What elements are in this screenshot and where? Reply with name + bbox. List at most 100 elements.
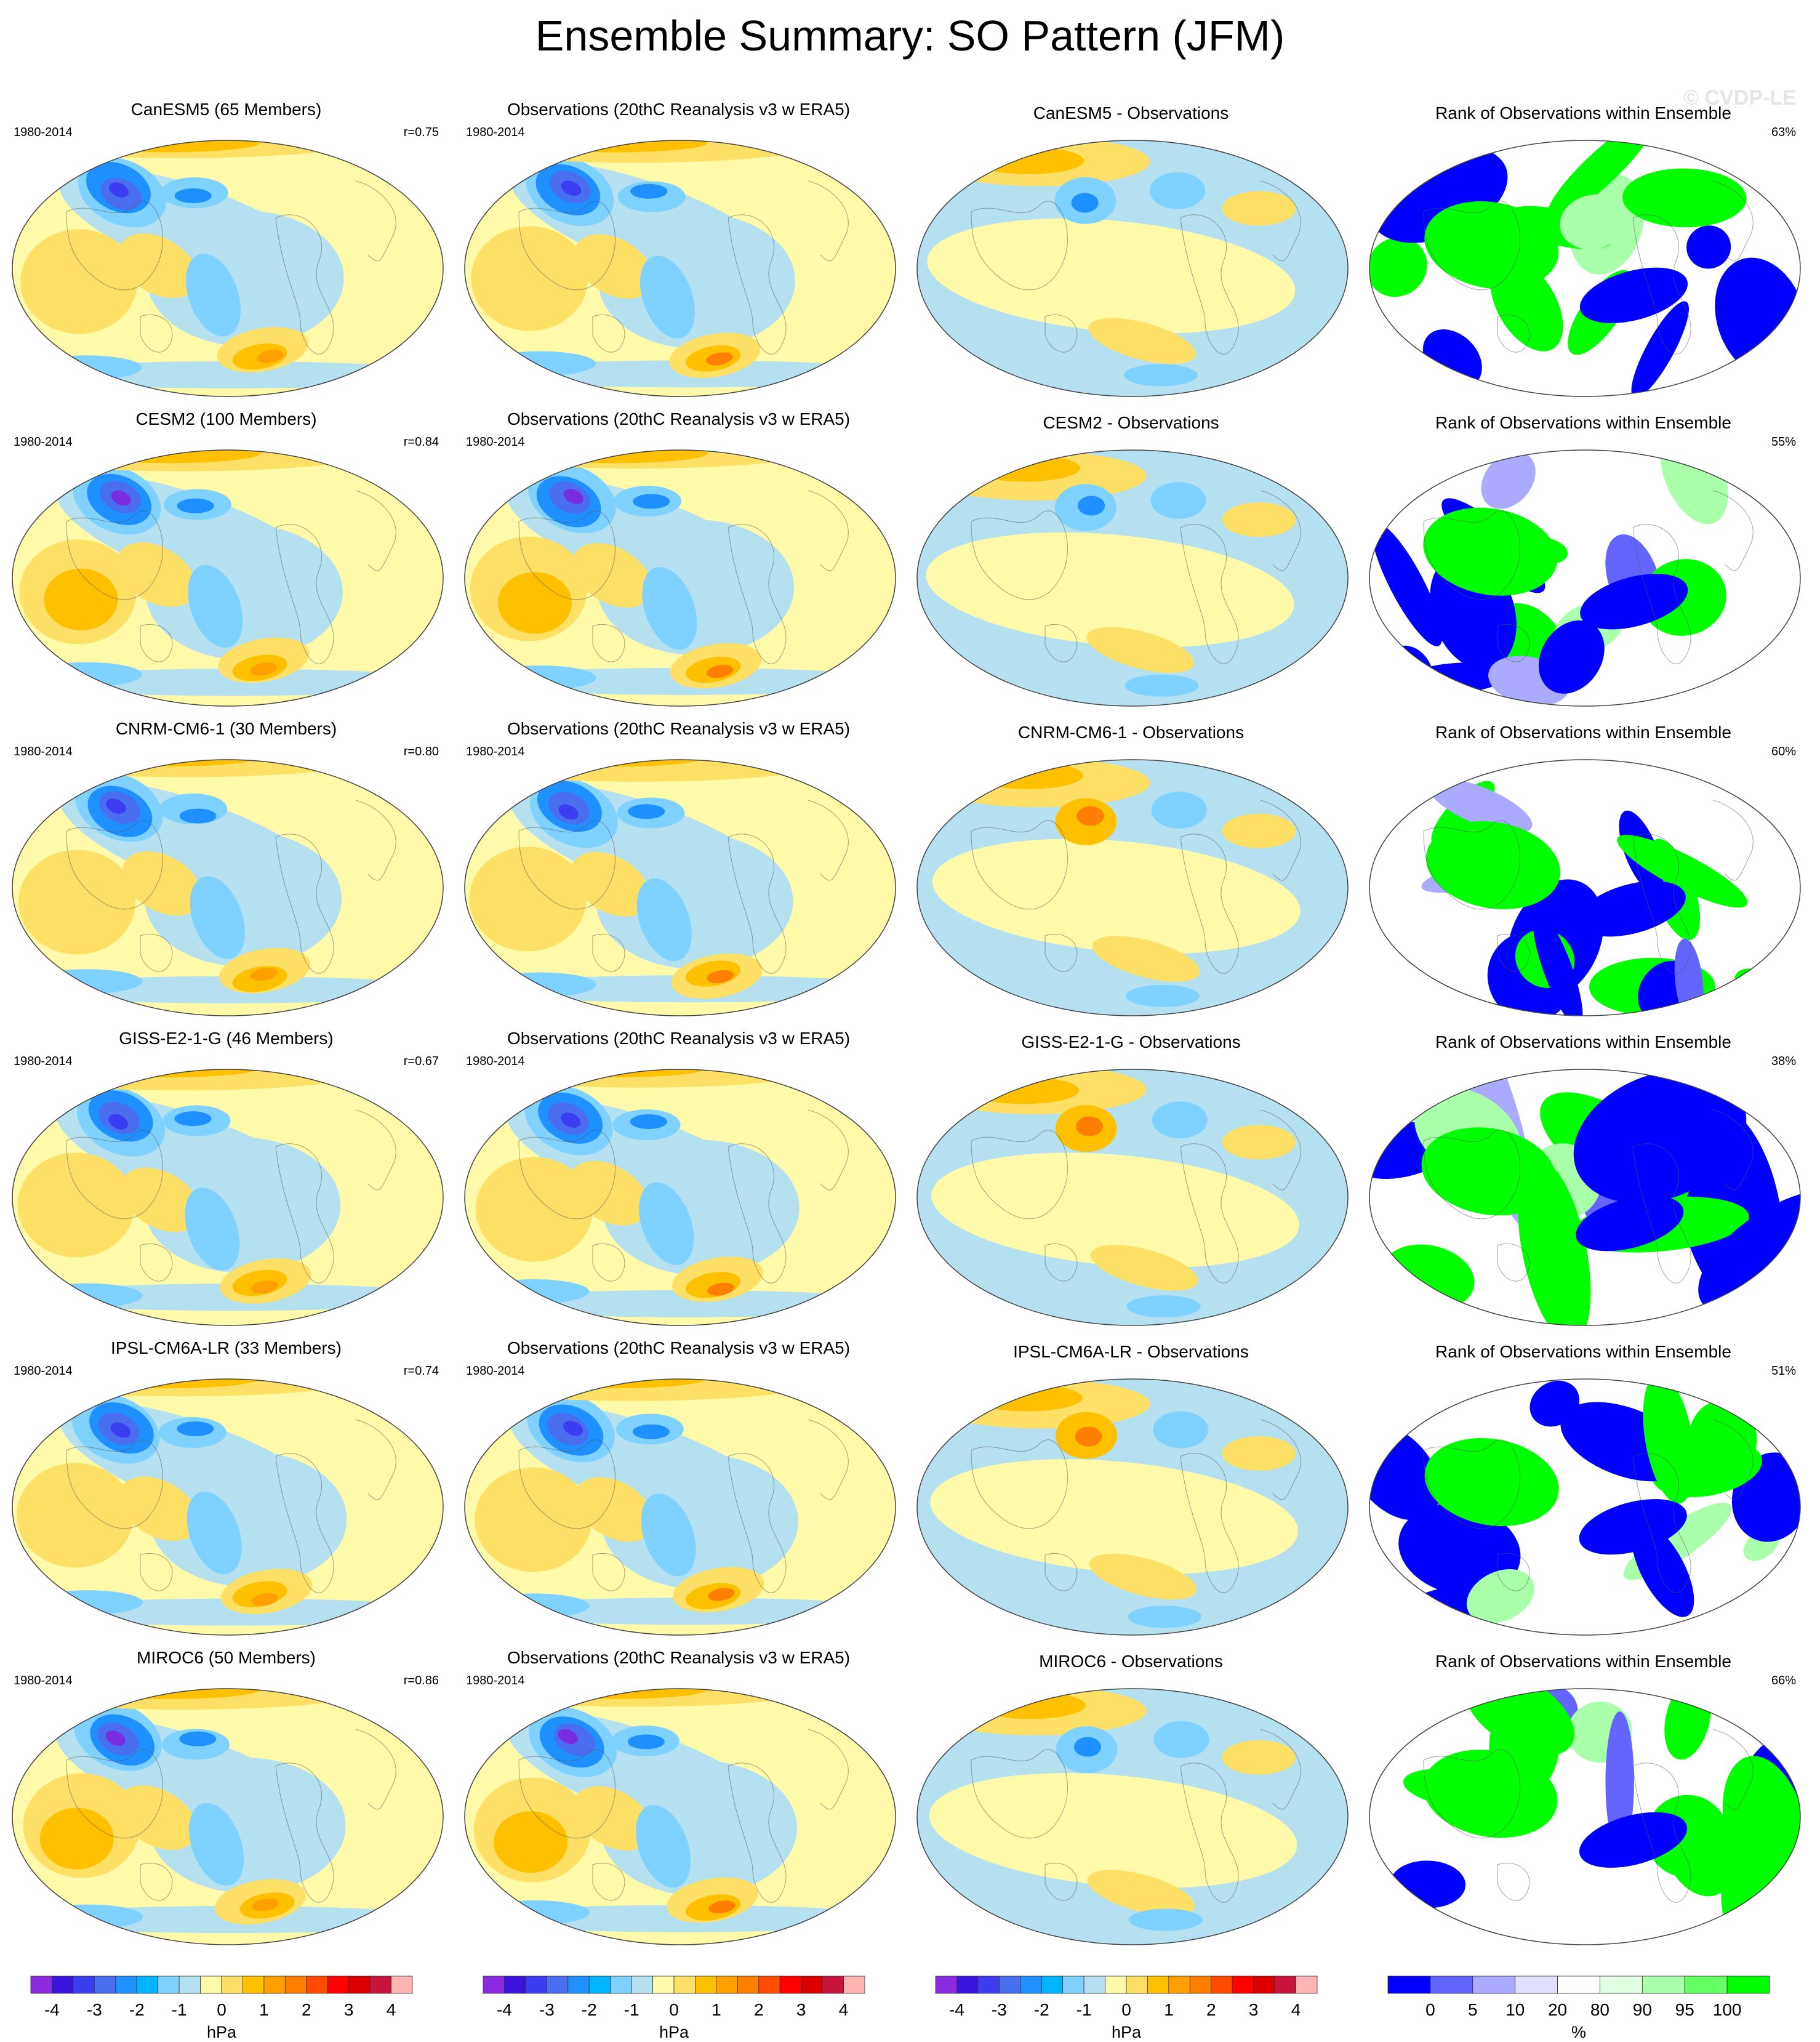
panel-title: CESM2 - Observations — [1043, 413, 1219, 432]
period-label: 1980-2014 — [466, 1055, 525, 1068]
contour-region — [558, 804, 579, 820]
colorbar-swatch — [504, 1976, 526, 1994]
coastline — [808, 800, 849, 881]
contour-region — [636, 1804, 691, 1888]
coastline — [808, 1419, 849, 1500]
contour-region — [927, 218, 1296, 334]
contour-region — [478, 1593, 590, 1618]
map-border — [12, 140, 444, 397]
contour-region — [494, 1811, 568, 1873]
map-model — [12, 140, 444, 397]
coastline — [518, 510, 615, 600]
contour-region — [1076, 1116, 1104, 1136]
coastline — [1423, 1749, 1520, 1839]
panel-title: Observations (20thC Reanalysis v3 w ERA5… — [507, 100, 851, 119]
contour-region — [561, 1112, 581, 1128]
colorbar-swatch — [956, 1976, 979, 1994]
map-diff — [916, 1688, 1349, 1945]
coastline — [355, 1729, 396, 1810]
rank-low-region — [1481, 451, 1536, 509]
coastline — [808, 1109, 849, 1191]
coastline — [275, 834, 334, 974]
contour-region — [1075, 1426, 1102, 1447]
colorbar-swatch — [136, 1976, 159, 1994]
rank-low-region — [1529, 1380, 1580, 1427]
panel-title: Observations (20thC Reanalysis v3 w ERA5… — [507, 409, 851, 428]
coastline — [518, 820, 615, 910]
contour-region — [1087, 1870, 1195, 1916]
contour-region — [968, 1077, 1080, 1104]
panel-title: Observations (20thC Reanalysis v3 w ERA5… — [507, 719, 851, 738]
panel-obs: Observations (20thC Reanalysis v3 w ERA5… — [452, 409, 905, 717]
coastline — [1044, 1553, 1078, 1591]
colorbar-swatch — [737, 1976, 760, 1994]
map-border — [916, 1378, 1349, 1636]
rank-high-region — [1423, 507, 1558, 596]
period-label: 1980-2014 — [14, 1364, 73, 1378]
map-border — [464, 1069, 896, 1326]
colorbar-swatch — [1189, 1976, 1212, 1994]
colorbar-tick-label: 90 — [1633, 2000, 1652, 2019]
contour-region — [110, 1422, 131, 1438]
colorbar-swatch — [1062, 1976, 1084, 1994]
coastline — [66, 1749, 163, 1839]
map-border — [464, 1378, 896, 1636]
colorbar-swatch — [567, 1976, 590, 1994]
colorbar-tick-label: 2 — [1206, 2000, 1216, 2019]
colorbar-swatch — [1211, 1976, 1233, 1994]
coastline — [355, 800, 396, 881]
contour-region — [574, 234, 654, 299]
contour-region — [39, 1498, 113, 1560]
rank-low-region — [1631, 301, 1689, 396]
coastline — [728, 1763, 787, 1903]
coastline — [518, 201, 615, 291]
contour-region — [1222, 502, 1296, 537]
colorbar-swatch — [158, 1976, 180, 1994]
contour-region — [639, 1182, 694, 1265]
panel-rank: Rank of Observations within Ensemble 63% — [1357, 100, 1810, 408]
contour-region — [492, 1501, 567, 1563]
colorbar-swatch — [588, 1976, 611, 1994]
colorbar-swatch — [998, 1976, 1021, 1994]
contour-region — [186, 1491, 242, 1575]
contour-region — [628, 804, 665, 819]
contour-region — [174, 188, 212, 203]
coastline — [275, 214, 334, 355]
coastline — [1632, 524, 1691, 664]
contour-region — [177, 498, 214, 513]
rank-percent-label: 51% — [1771, 1364, 1796, 1378]
colorbar-tick-label: 95 — [1675, 2000, 1694, 2019]
coastline — [1260, 180, 1301, 262]
contour-region — [1222, 1125, 1296, 1160]
coastline — [971, 1130, 1068, 1220]
rank-high-region — [1622, 168, 1747, 228]
colorbar-swatch — [94, 1976, 116, 1994]
colorbar-swatch — [716, 1976, 738, 1994]
coastline — [592, 1862, 625, 1901]
panel-diff: IPSL-CM6A-LR - Observations — [905, 1338, 1357, 1646]
contour-region — [1078, 496, 1105, 516]
rank-percent-label: 55% — [1771, 435, 1796, 449]
panel-rank: Rank of Observations within Ensemble 38% — [1357, 1029, 1810, 1337]
contour-region — [558, 1729, 578, 1745]
contour-region — [188, 565, 243, 648]
colorbar-swatch — [801, 1976, 823, 1994]
colorbar-tick-label: 2 — [754, 2000, 764, 2019]
colorbar-swatch — [1168, 1976, 1190, 1994]
coastline — [140, 624, 173, 662]
contour-region — [627, 1734, 665, 1750]
contour-region — [257, 350, 284, 363]
map-rank — [1369, 1378, 1801, 1636]
coastline — [592, 1243, 625, 1282]
contour-region — [563, 1420, 583, 1436]
colorbar-swatch — [695, 1976, 717, 1994]
panel-diff: CanESM5 - Observations — [905, 100, 1357, 408]
coastline — [1497, 1553, 1530, 1591]
map-border — [12, 1378, 444, 1636]
map-model — [12, 449, 444, 707]
map-rank — [1369, 449, 1801, 707]
rank-high-region — [1466, 1569, 1534, 1623]
contour-region — [121, 1167, 201, 1232]
map-border — [464, 759, 896, 1016]
